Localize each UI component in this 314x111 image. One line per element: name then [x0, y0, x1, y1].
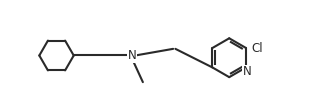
Text: Cl: Cl [252, 42, 263, 55]
Text: N: N [243, 65, 252, 78]
Text: N: N [127, 49, 136, 62]
